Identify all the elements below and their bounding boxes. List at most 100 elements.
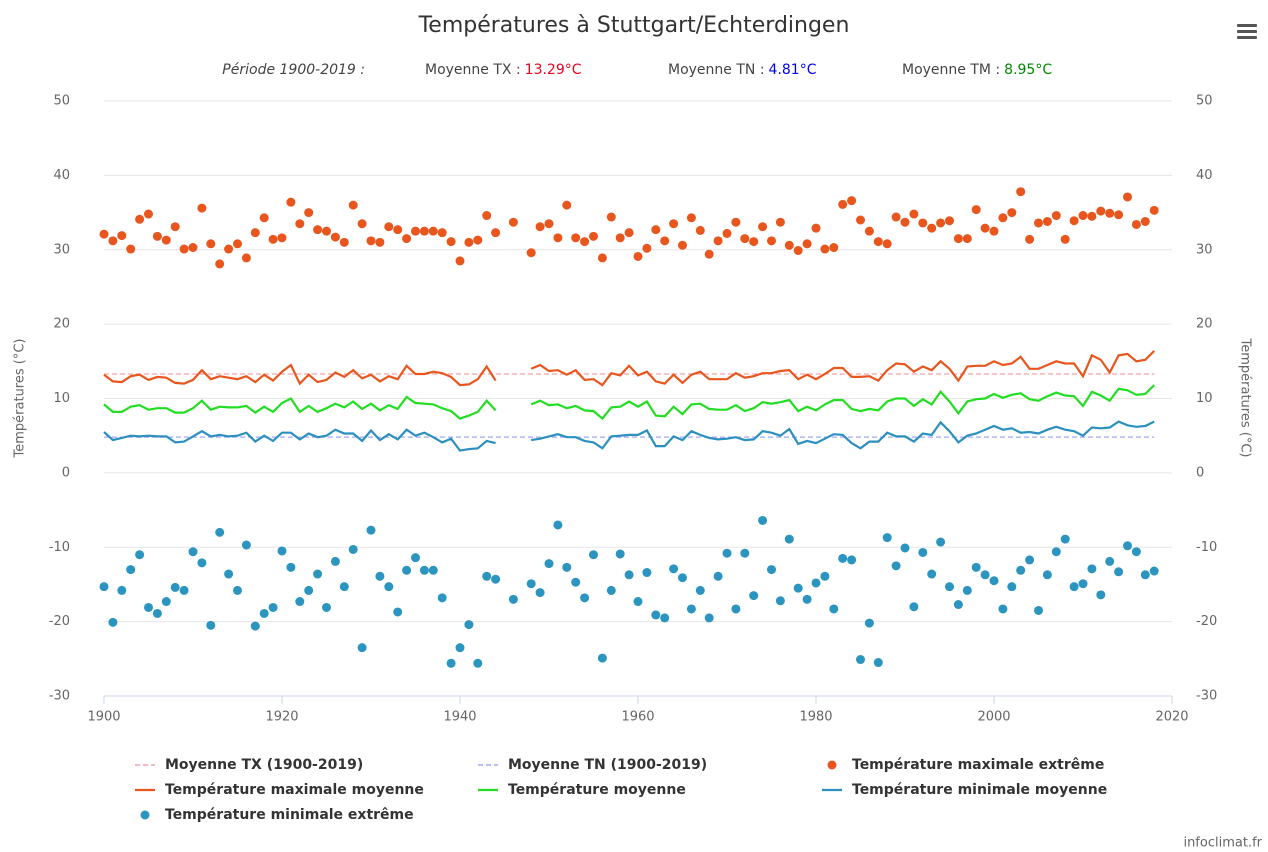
point [775,217,785,227]
point [259,213,269,223]
point [366,236,376,246]
point [348,200,358,210]
point [936,537,946,547]
point [562,200,572,210]
point [1025,555,1035,565]
point [1131,219,1141,229]
point [117,231,127,241]
point [624,228,634,238]
point [829,243,839,253]
point [927,569,937,579]
menu-bar[interactable] [1237,36,1257,39]
point [1016,565,1026,575]
point [313,569,323,579]
point [775,596,785,606]
y-tick-label: 20 [53,317,70,332]
y2-tick-label: 10 [1196,391,1213,406]
point [847,555,857,565]
point [241,253,251,263]
point [455,643,465,653]
point [330,232,340,242]
point [241,540,251,550]
point [660,236,670,246]
y-tick-label: -10 [49,540,70,555]
point [909,209,919,219]
point [375,571,385,581]
credits: infoclimat.fr [1183,836,1262,851]
point [633,251,643,261]
point [126,565,136,575]
y-axis-label: Températures (°C) [13,339,28,459]
point [1140,216,1150,226]
point [873,658,883,668]
point [891,561,901,571]
point [473,235,483,245]
legend-symbol [827,760,837,770]
point [936,218,946,228]
point [571,577,581,587]
point [482,571,492,581]
point [998,213,1008,223]
point [224,569,234,579]
y2-axis-label: Températures (°C) [1238,338,1253,458]
point [1034,605,1043,615]
point [989,576,999,586]
point [695,585,705,595]
point [526,579,536,589]
menu-bar[interactable] [1237,30,1257,33]
point [1042,570,1052,580]
point [758,222,768,232]
point [767,236,776,246]
point [250,228,260,238]
point [117,585,127,595]
summary-value: 4.81°C [769,62,817,78]
point [375,237,385,247]
point [829,604,839,614]
point [758,515,768,525]
point [784,534,794,544]
series-line [103,384,1155,421]
point [473,658,483,668]
menu-bar[interactable] [1237,24,1257,27]
y-tick-label: 10 [53,391,70,406]
point [295,597,305,607]
x-tick-label: 1940 [443,710,476,725]
point [188,243,198,253]
point [864,226,874,236]
point [126,244,136,254]
summary-label: Moyenne TN : [668,62,765,78]
point [544,219,554,229]
point [945,216,954,226]
point [393,225,403,235]
point [366,525,376,535]
y-tick-label: 40 [53,168,70,183]
point [882,533,892,543]
y-tick-label: 30 [53,242,70,257]
point [99,229,109,239]
point [330,556,340,566]
point [847,196,857,206]
x-tick-label: 1960 [621,710,654,725]
point [811,578,821,588]
point [686,213,696,223]
point [589,231,598,241]
point [152,608,162,618]
summary-value: 13.29°C [525,62,582,78]
point [508,594,518,604]
point [553,520,563,530]
point [793,583,803,593]
point [224,244,234,254]
point [268,602,278,612]
point [962,585,972,595]
point [1087,564,1097,574]
menu-icon[interactable] [1237,24,1257,39]
point [562,562,572,572]
point [286,197,296,207]
point [962,234,972,244]
point [464,237,474,247]
legend-symbol [140,810,150,820]
point [642,243,652,253]
point [170,222,180,232]
point [1069,582,1079,592]
